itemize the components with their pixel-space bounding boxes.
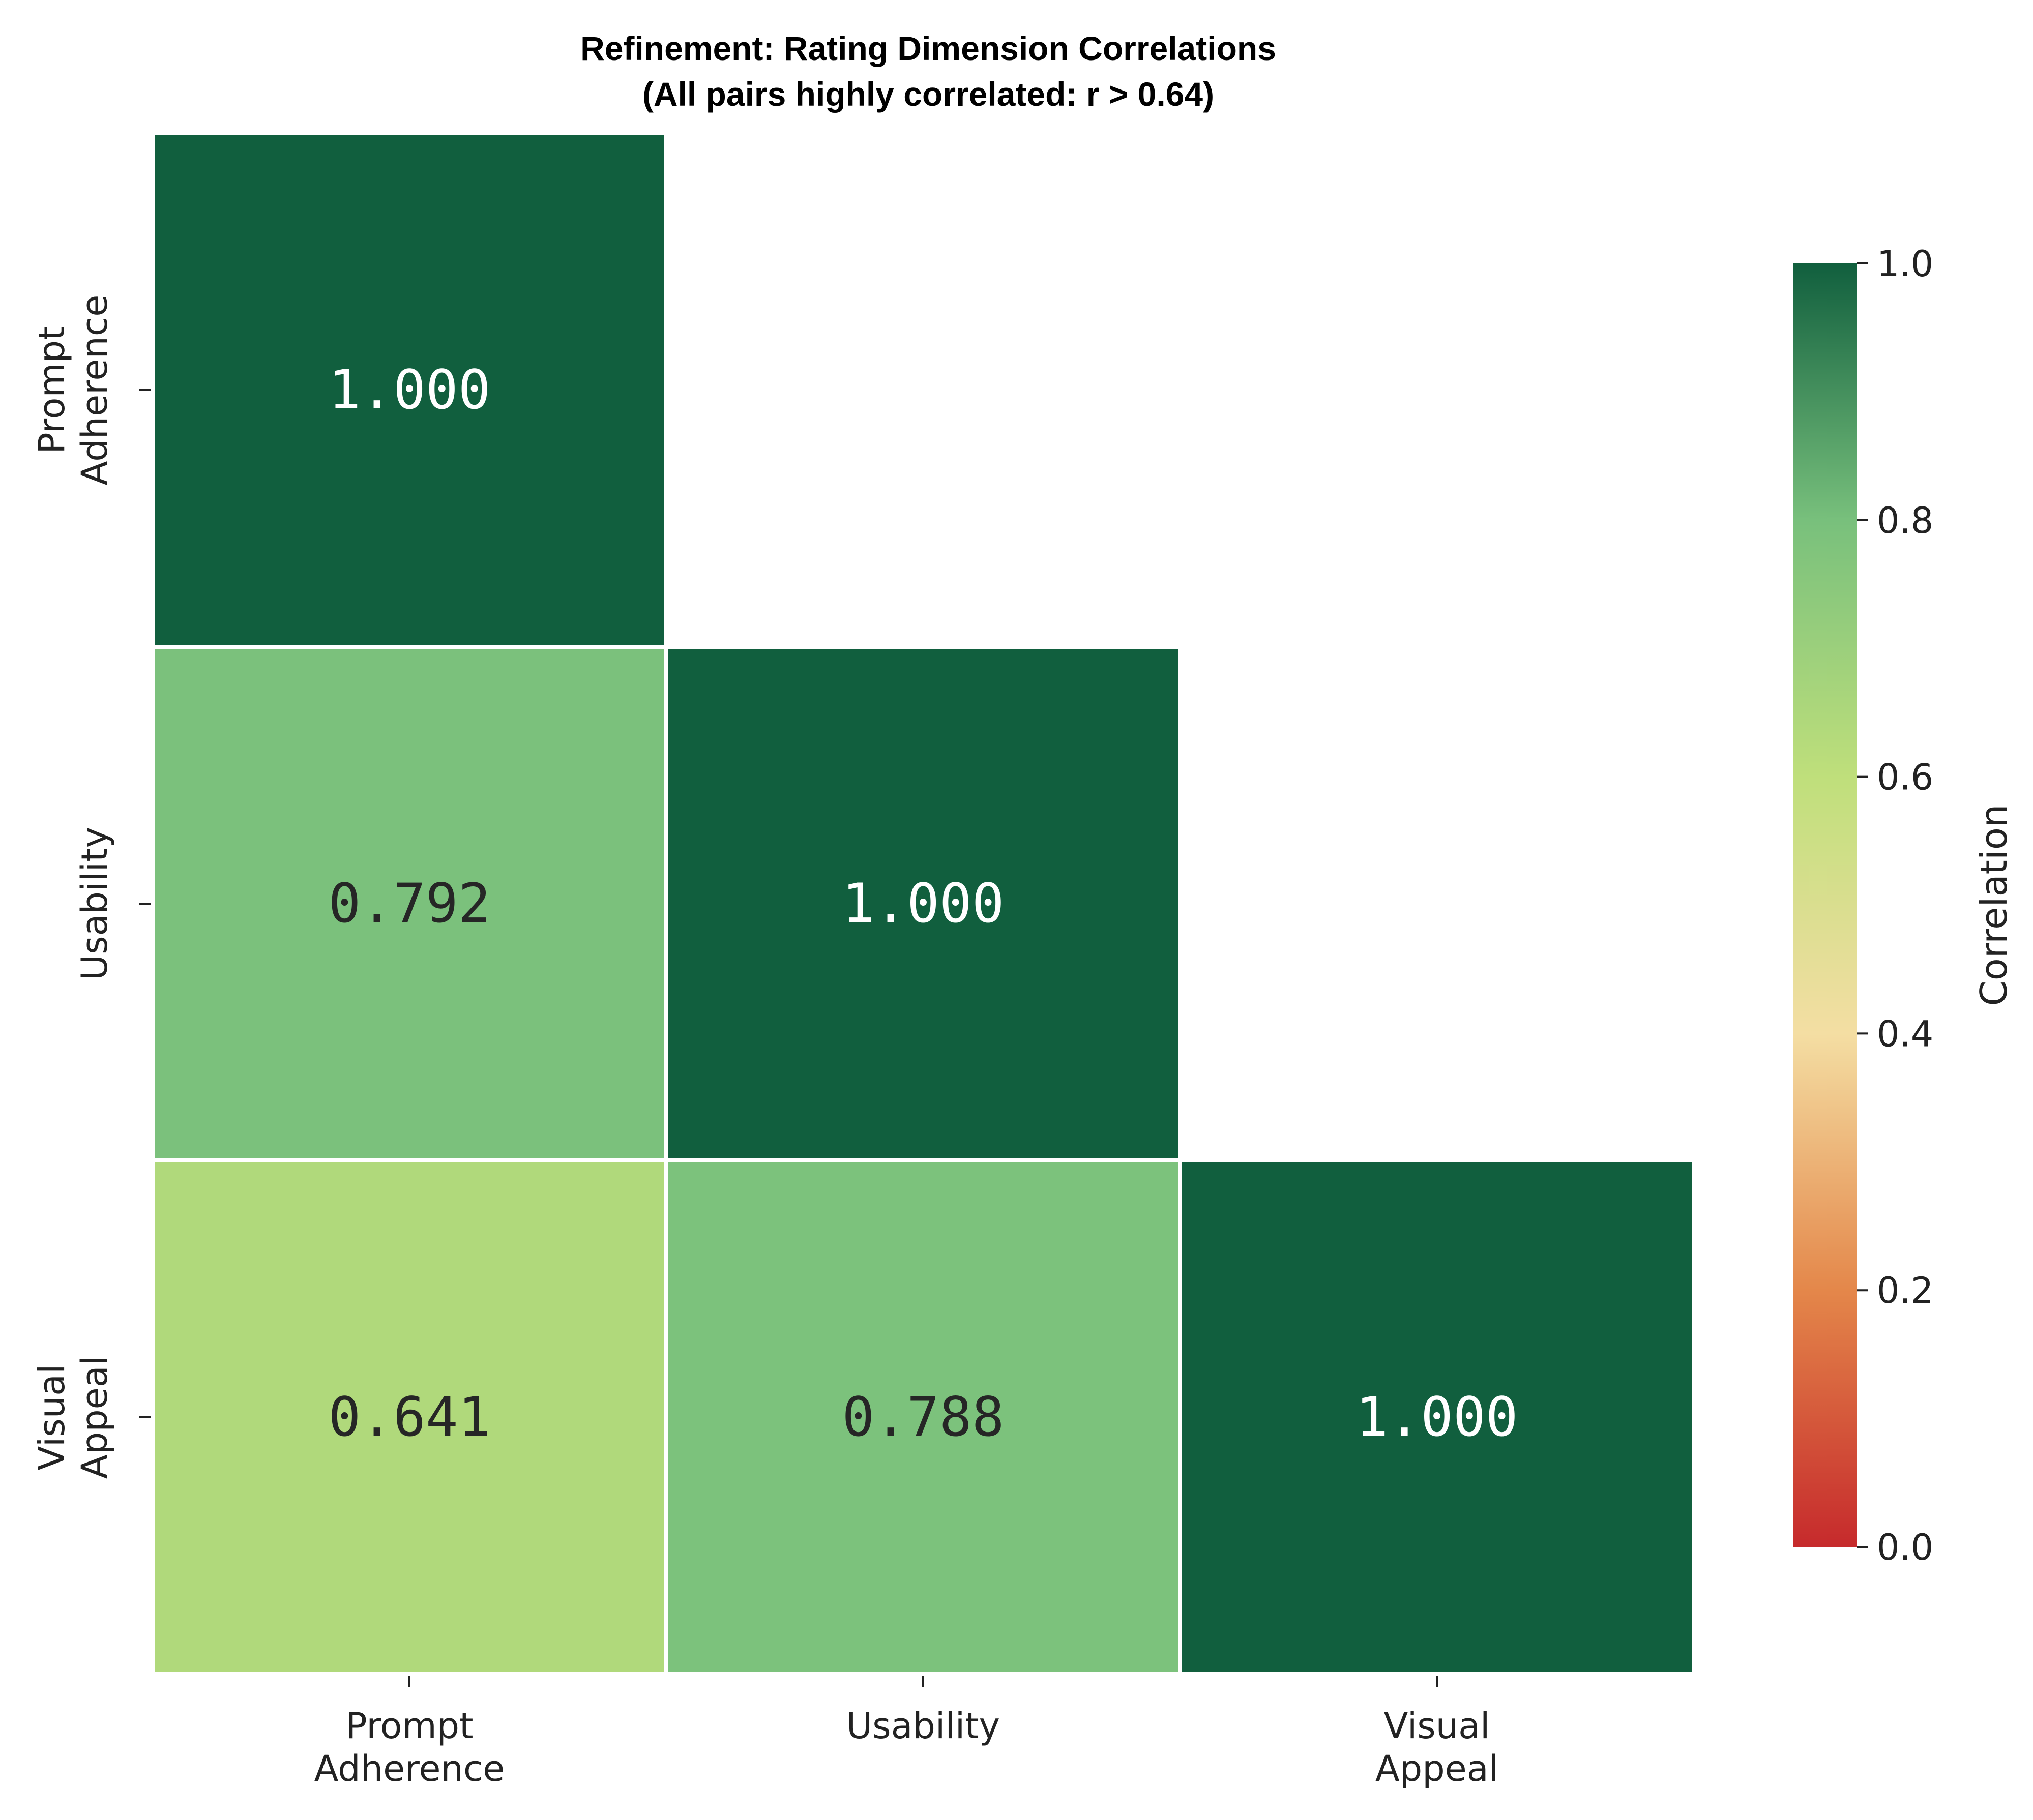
y-tick-label: Prompt [31, 326, 73, 454]
colorbar-tick-label: 0.6 [1877, 757, 1933, 798]
y-tick-label: Adherence [74, 295, 115, 486]
x-tick-label: Adherence [314, 1748, 505, 1789]
y-axis: Prompt Adherence Usability Visual Appeal [31, 295, 151, 1479]
x-tick-label: Usability [846, 1705, 1000, 1747]
heatmap-cells: 1.000 0.792 1.000 0.641 0.788 1.000 [151, 131, 1696, 1676]
colorbar-gradient [1793, 263, 1857, 1547]
heatmap-cell [1178, 1158, 1696, 1676]
y-tick-label: Appeal [74, 1356, 115, 1479]
y-tick-label: Visual [31, 1364, 73, 1471]
cell-value-label: 0.788 [842, 1386, 1004, 1448]
colorbar-tick-label: 0.8 [1877, 500, 1933, 542]
cell-value-label: 1.000 [328, 359, 490, 421]
heatmap-cell [151, 1158, 668, 1676]
cell-value-label: 0.792 [328, 872, 490, 935]
cell-value-label: 0.641 [328, 1386, 490, 1448]
colorbar-label: Correlation [1972, 804, 2015, 1006]
heatmap-cell [151, 131, 668, 649]
heatmap-cell [664, 1158, 1182, 1676]
colorbar-tick-label: 0.2 [1877, 1270, 1933, 1311]
chart-subtitle: (All pairs highly correlated: r > 0.64) [642, 75, 1214, 113]
cell-value-label: 1.000 [1356, 1386, 1518, 1448]
colorbar-tick-label: 1.0 [1877, 243, 1933, 285]
chart-title: Refinement: Rating Dimension Correlation… [580, 29, 1276, 67]
heatmap-cell [151, 645, 668, 1162]
cell-value-label: 1.000 [842, 872, 1004, 935]
colorbar: 0.0 0.2 0.4 0.6 0.8 1.0 Correlation [1793, 243, 2015, 1568]
heatmap-cell [664, 645, 1182, 1162]
x-tick-label: Visual [1384, 1705, 1490, 1747]
y-tick-label: Usability [74, 827, 115, 980]
x-tick-label: Appeal [1375, 1748, 1498, 1789]
x-tick-label: Prompt [345, 1705, 473, 1747]
colorbar-tick-label: 0.4 [1877, 1013, 1933, 1055]
colorbar-tick-label: 0.0 [1877, 1527, 1933, 1568]
